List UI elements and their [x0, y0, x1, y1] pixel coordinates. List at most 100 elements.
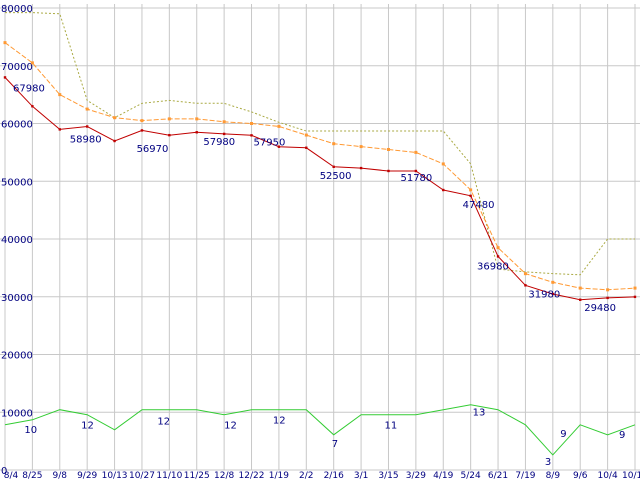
price-label: 58980 [70, 134, 102, 145]
average-price-marker [58, 93, 62, 97]
price-label: 57980 [203, 137, 235, 148]
y-axis-label: 30000 [1, 293, 33, 304]
y-axis-label: 70000 [1, 62, 33, 73]
lowest-price-marker [195, 131, 198, 134]
store-count-line [4, 404, 636, 456]
y-axis-label: 50000 [1, 177, 33, 188]
x-axis-label: 3/1 [354, 471, 368, 480]
average-price-marker [332, 142, 336, 146]
lowest-price-line [4, 77, 636, 301]
price-label: 57950 [254, 137, 286, 148]
y-axis-label: 20000 [1, 351, 33, 362]
x-axis-label: 3/15 [378, 471, 398, 480]
average-price-marker [113, 116, 117, 120]
x-axis-label: 8/4 [4, 471, 19, 480]
lowest-price-marker [250, 134, 253, 137]
lowest-price-marker [442, 188, 445, 192]
price-label: 31980 [528, 289, 560, 300]
price-label: 67980 [13, 83, 45, 94]
lowest-price-marker [551, 292, 555, 296]
x-axis-label: 10/27 [129, 471, 155, 480]
x-axis-label: 11/25 [184, 471, 210, 480]
highest-price-line [5, 12, 635, 276]
price-label: 52500 [320, 171, 352, 182]
x-axis-label: 2/16 [324, 471, 344, 480]
store-count-label: 12 [273, 416, 286, 427]
x-axis-label: 12/22 [239, 471, 265, 480]
average-price-marker [578, 286, 582, 290]
average-price-marker [414, 150, 418, 154]
store-count-label: 9 [560, 429, 566, 440]
x-axis-label: 8/25 [22, 471, 42, 480]
x-axis-label: 6/21 [488, 471, 508, 480]
x-axis-label: 10/4 [597, 471, 617, 480]
lowest-price-marker [31, 105, 34, 108]
average-price-marker [195, 117, 199, 121]
store-count-label: 12 [81, 421, 94, 432]
x-axis-label: 10/18 [622, 471, 640, 480]
x-axis-label: 11/10 [156, 471, 182, 480]
average-price-marker [277, 124, 281, 128]
average-price-marker [222, 120, 226, 124]
average-price-marker [441, 162, 445, 166]
average-price-marker [3, 41, 7, 45]
store-count-label: 3 [545, 457, 551, 468]
x-axis-label: 3/29 [406, 471, 426, 480]
y-axis-label: 60000 [1, 120, 33, 131]
lowest-price-marker [332, 165, 335, 169]
average-price-marker [523, 272, 527, 276]
price-label: 29480 [584, 303, 616, 314]
store-count-label: 7 [332, 439, 338, 450]
store-count-label: 12 [224, 421, 237, 432]
average-price-marker [250, 122, 254, 125]
average-price-marker [606, 288, 610, 292]
lowest-price-marker [305, 146, 308, 149]
x-axis-label: 9/6 [573, 471, 588, 480]
lowest-price-marker [277, 145, 281, 148]
lowest-price-marker [579, 298, 582, 301]
lowest-price-marker [140, 129, 144, 132]
price-label: 36980 [477, 261, 509, 272]
price-label: 47480 [463, 200, 495, 211]
lowest-price-marker [496, 255, 500, 258]
average-price-marker [496, 246, 500, 250]
y-axis-label: 40000 [1, 235, 33, 246]
x-axis-label: 1/19 [269, 471, 289, 480]
lowest-price-marker [58, 128, 61, 131]
x-axis-label: 7/19 [515, 471, 535, 480]
store-count-label: 9 [619, 430, 625, 441]
average-price-marker [304, 133, 308, 137]
average-price-marker [30, 61, 34, 65]
store-count-label: 11 [384, 421, 397, 432]
x-axis-label: 5/24 [461, 471, 481, 480]
average-price-marker [551, 280, 555, 284]
lowest-price-marker [387, 169, 390, 173]
y-axis-label: 10000 [1, 408, 33, 419]
store-count-label: 13 [473, 408, 486, 419]
lowest-price-marker [3, 76, 7, 79]
y-axis-label: 0 [1, 466, 7, 477]
lowest-price-marker [633, 295, 637, 299]
average-price-marker [469, 188, 473, 192]
lowest-price-marker [85, 125, 89, 128]
x-axis-label: 9/29 [77, 471, 97, 480]
lowest-price-marker [414, 169, 418, 173]
x-axis-label: 2/2 [299, 471, 313, 480]
x-axis-label: 9/8 [53, 471, 68, 480]
lowest-price-marker [524, 284, 527, 287]
lowest-price-marker [113, 139, 116, 143]
average-price-marker [359, 145, 363, 149]
lowest-price-marker [469, 194, 472, 198]
lowest-price-marker [359, 166, 363, 170]
x-axis-label: 12/8 [214, 471, 234, 480]
lowest-price-marker [606, 296, 609, 300]
average-price-marker [85, 107, 89, 111]
store-count-label: 12 [157, 417, 170, 428]
price-label: 56970 [137, 144, 169, 155]
x-axis-label: 8/9 [546, 471, 561, 480]
x-axis-label: 4/19 [433, 471, 453, 480]
lowest-price-marker [168, 133, 171, 137]
lowest-price-marker [222, 132, 226, 136]
